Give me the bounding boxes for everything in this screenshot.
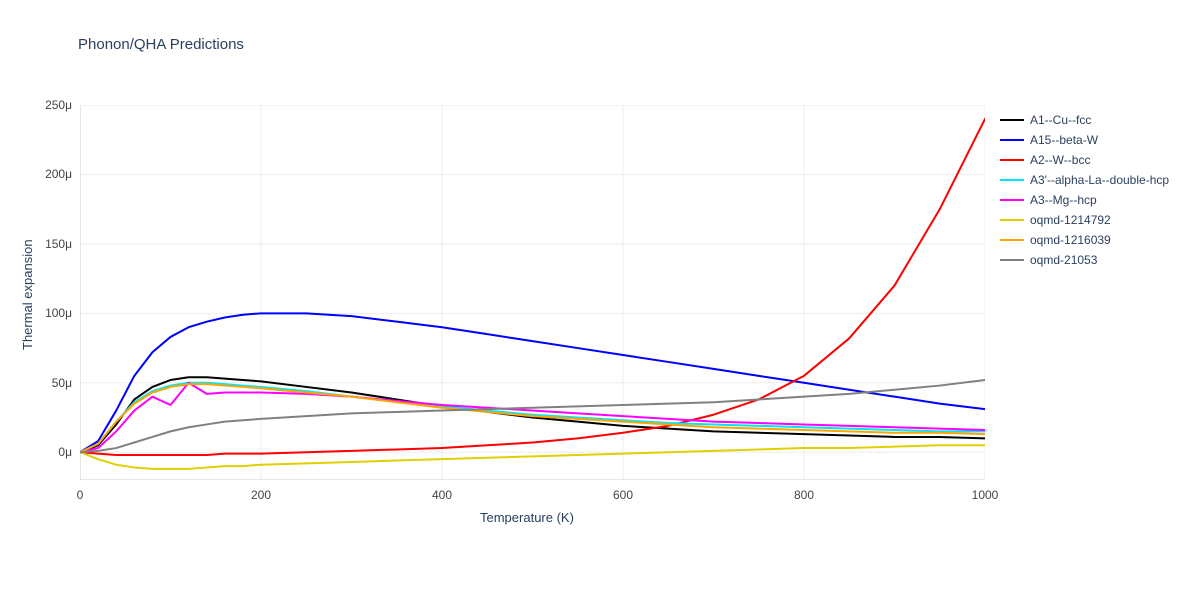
y-tick-label: 250μ <box>32 98 72 112</box>
legend-label: A2--W--bcc <box>1030 153 1090 167</box>
chart-title: Phonon/QHA Predictions <box>78 36 244 53</box>
legend-label: A1--Cu--fcc <box>1030 113 1091 127</box>
legend-label: oqmd-1214792 <box>1030 213 1111 227</box>
legend-label: oqmd-21053 <box>1030 253 1097 267</box>
legend-item[interactable]: A3--Mg--hcp <box>1000 190 1169 210</box>
legend[interactable]: A1--Cu--fcc A15--beta-W A2--W--bcc A3'--alp… <box>1000 110 1169 270</box>
y-tick-label: 200μ <box>32 167 72 181</box>
legend-swatch <box>1000 259 1024 261</box>
legend-label: oqmd-1216039 <box>1030 233 1111 247</box>
legend-swatch <box>1000 139 1024 141</box>
y-tick-label: 100μ <box>32 306 72 320</box>
x-axis-label: Temperature (K) <box>480 510 574 525</box>
legend-swatch <box>1000 239 1024 241</box>
y-tick-label: 0μ <box>32 445 72 459</box>
legend-swatch <box>1000 159 1024 161</box>
legend-item[interactable]: oqmd-1214792 <box>1000 210 1169 230</box>
series-line[interactable] <box>80 445 985 469</box>
x-tick-label: 1000 <box>972 488 999 502</box>
chart-plot[interactable] <box>80 105 985 480</box>
x-tick-label: 400 <box>432 488 452 502</box>
y-axis-label: Thermal expansion <box>20 239 35 350</box>
legend-label: A15--beta-W <box>1030 133 1098 147</box>
legend-swatch <box>1000 199 1024 201</box>
legend-item[interactable]: oqmd-21053 <box>1000 250 1169 270</box>
legend-item[interactable]: A3'--alpha-La--double-hcp <box>1000 170 1169 190</box>
legend-item[interactable]: A2--W--bcc <box>1000 150 1169 170</box>
x-tick-label: 200 <box>251 488 271 502</box>
legend-item[interactable]: A15--beta-W <box>1000 130 1169 150</box>
legend-label: A3'--alpha-La--double-hcp <box>1030 173 1169 187</box>
series-line[interactable] <box>80 119 985 455</box>
legend-swatch <box>1000 119 1024 121</box>
x-tick-label: 0 <box>77 488 84 502</box>
legend-swatch <box>1000 179 1024 181</box>
legend-item[interactable]: A1--Cu--fcc <box>1000 110 1169 130</box>
chart-container: Phonon/QHA Predictions Thermal expansion… <box>0 0 1200 600</box>
legend-item[interactable]: oqmd-1216039 <box>1000 230 1169 250</box>
legend-swatch <box>1000 219 1024 221</box>
x-tick-label: 600 <box>613 488 633 502</box>
legend-label: A3--Mg--hcp <box>1030 193 1097 207</box>
y-tick-label: 50μ <box>32 376 72 390</box>
x-tick-label: 800 <box>794 488 814 502</box>
y-tick-label: 150μ <box>32 237 72 251</box>
